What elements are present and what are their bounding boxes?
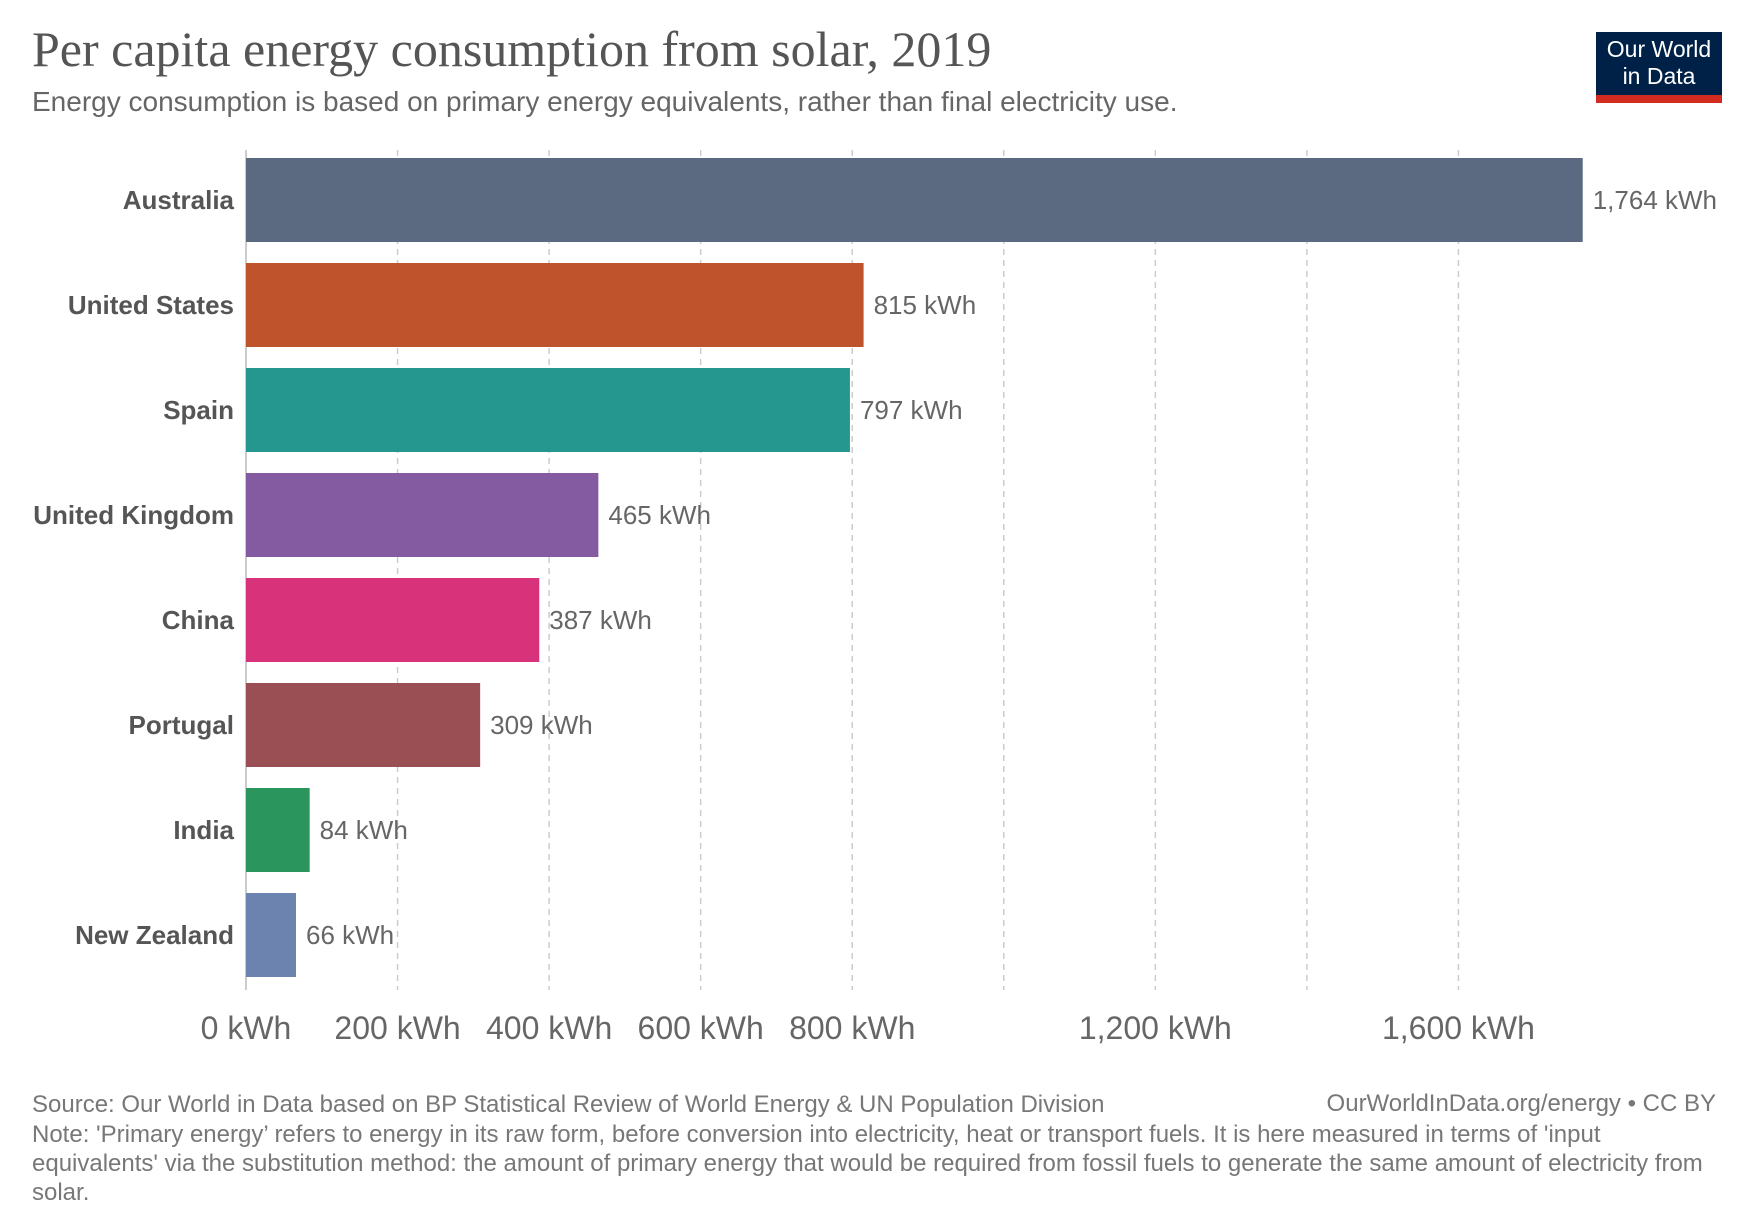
- note-text: Note: 'Primary energy’ refers to energy …: [32, 1121, 1703, 1206]
- bar: [246, 263, 864, 347]
- category-label: Australia: [123, 185, 235, 215]
- category-label: New Zealand: [75, 920, 234, 950]
- category-label: United Kingdom: [33, 500, 234, 530]
- bar: [246, 158, 1583, 242]
- logo-line-1: Our World: [1606, 36, 1712, 62]
- bar: [246, 473, 599, 557]
- bar: [246, 578, 540, 662]
- x-tick-label: 200 kWh: [334, 1010, 460, 1046]
- category-label: India: [173, 815, 234, 845]
- chart-subtitle: Energy consumption is based on primary e…: [32, 86, 1178, 117]
- x-tick-label: 0 kWh: [201, 1010, 292, 1046]
- bar: [246, 368, 850, 452]
- chart-title: Per capita energy consumption from solar…: [32, 21, 992, 77]
- x-tick-label: 600 kWh: [638, 1010, 764, 1046]
- value-label: 66 kWh: [306, 920, 394, 950]
- category-label: Spain: [163, 395, 234, 425]
- bar: [246, 683, 481, 767]
- value-label: 797 kWh: [860, 395, 963, 425]
- owid-logo[interactable]: Our World in Data: [1596, 32, 1722, 103]
- category-label: Portugal: [129, 710, 234, 740]
- credit-link[interactable]: OurWorldInData.org/energy • CC BY: [1326, 1090, 1716, 1117]
- category-label: United States: [68, 290, 234, 320]
- category-label: China: [162, 605, 235, 635]
- value-label: 387 kWh: [549, 605, 652, 635]
- bar-chart: Australia 1,764 kWh United States 815 kWh Sp…: [33, 150, 1717, 1046]
- bar: [246, 893, 297, 977]
- logo-line-2: in Data: [1622, 63, 1696, 89]
- x-tick-label: 400 kWh: [486, 1010, 612, 1046]
- bar: [246, 788, 310, 872]
- source-text: Source: Our World in Data based on BP St…: [32, 1091, 1105, 1118]
- x-tick-label: 800 kWh: [789, 1010, 915, 1046]
- value-label: 84 kWh: [320, 815, 408, 845]
- value-label: 465 kWh: [608, 500, 711, 530]
- value-label: 815 kWh: [874, 290, 977, 320]
- x-tick-label: 1,200 kWh: [1079, 1010, 1232, 1046]
- value-label: 309 kWh: [490, 710, 593, 740]
- x-tick-label: 1,600 kWh: [1382, 1010, 1535, 1046]
- value-label: 1,764 kWh: [1593, 185, 1717, 215]
